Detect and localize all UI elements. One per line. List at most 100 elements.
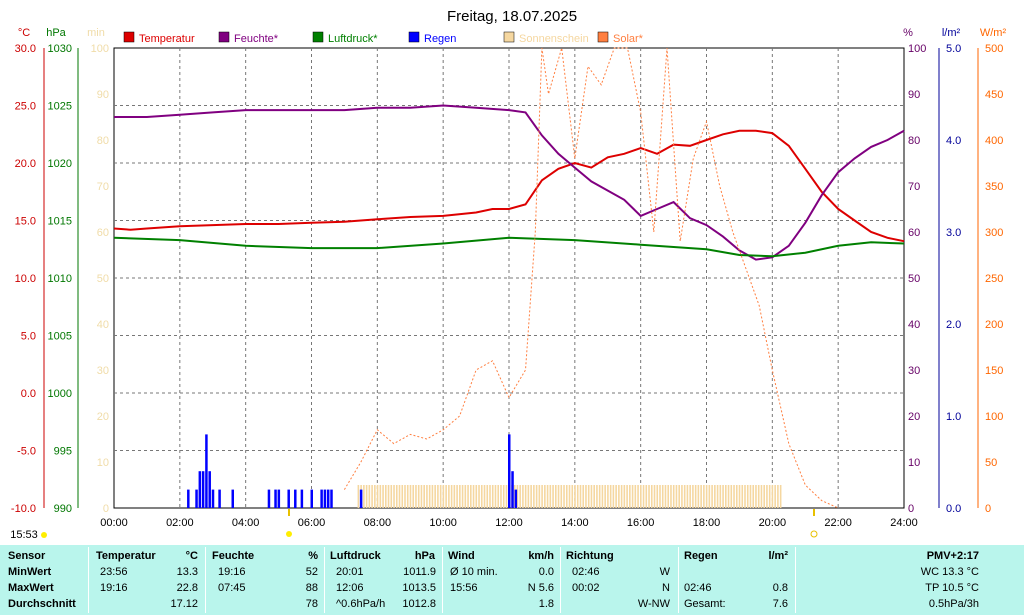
sunshine-bar <box>634 485 637 508</box>
stat-label: Durchschnitt <box>8 598 76 610</box>
sunshine-bar <box>568 485 571 508</box>
sunshine-bar <box>697 485 700 508</box>
sunshine-bar <box>678 485 680 508</box>
sunshine-bar <box>428 485 431 508</box>
rain-bar <box>267 489 271 508</box>
tick-label-temp: 25.0 <box>15 101 36 113</box>
series-line-feuchte <box>114 104 905 261</box>
header-hum: Feuchte <box>212 550 255 562</box>
sunshine-bar <box>746 485 749 508</box>
stat-dir-val: N <box>662 582 670 594</box>
sunshine-bar <box>393 485 395 508</box>
tick-label-solar: 200 <box>985 319 1003 331</box>
sunshine-bar <box>439 485 442 508</box>
sunshine-bar <box>478 485 480 508</box>
legend-label: Sonnenschein <box>519 33 589 45</box>
sunshine-bar <box>387 485 390 508</box>
rain-bars <box>187 434 518 508</box>
stat-press-time: ^0.6hPa/h <box>336 598 386 610</box>
sunshine-bar <box>505 485 508 508</box>
header-hum-unit: % <box>308 550 318 562</box>
sunshine-bar <box>376 485 379 508</box>
axis-unit-press: hPa <box>46 27 66 39</box>
rain-bar <box>231 489 234 508</box>
tick-label-press: 1030 <box>48 43 72 55</box>
header-sensor: Sensor <box>8 550 46 562</box>
axis-unit-solar: W/m² <box>980 27 1007 39</box>
x-tick-label: 20:00 <box>759 517 787 529</box>
sunshine-bar <box>557 485 560 508</box>
stat-press-time: 12:06 <box>336 582 364 594</box>
sunshine-bar <box>730 485 733 508</box>
tick-label-sun: 0 <box>103 503 109 515</box>
stat-extra: TP 10.5 °C <box>925 582 979 594</box>
sunshine-bar <box>483 485 486 508</box>
tick-label-rain: 1.0 <box>946 411 961 423</box>
stat-press-val: 1013.5 <box>402 582 436 594</box>
rain-bar <box>201 471 205 508</box>
sunshine-bar <box>766 485 768 508</box>
tick-label-solar: 50 <box>985 457 997 469</box>
axis-unit-sun: min <box>87 27 105 39</box>
stat-temp-val: 13.3 <box>176 566 198 578</box>
sunshine-bar <box>398 485 401 508</box>
tick-label-temp: 0.0 <box>21 388 36 400</box>
legend-item: Feuchte* <box>218 31 279 45</box>
sunshine-bar <box>640 485 642 508</box>
header-rain-unit: l/m² <box>768 550 788 562</box>
sunshine-bar <box>733 485 735 508</box>
sunshine-bar <box>450 485 453 508</box>
sunshine-bar <box>714 485 716 508</box>
x-tick-label: 24:00 <box>890 517 918 529</box>
axis-unit-temp: °C <box>18 27 30 39</box>
legend-swatch <box>503 31 515 43</box>
legend-label: Temperatur <box>139 33 195 45</box>
sunshine-bar <box>645 485 648 508</box>
stat-press-val: 1012.8 <box>402 598 436 610</box>
sunshine-bar <box>716 485 719 508</box>
sunshine-bar <box>711 485 713 508</box>
tick-label-solar: 500 <box>985 43 1003 55</box>
sunshine-bar <box>500 485 502 508</box>
stat-label: MinWert <box>8 566 52 578</box>
x-tick-label: 00:00 <box>100 517 128 529</box>
stat-extra: 0.5hPa/3h <box>928 598 979 610</box>
sunshine-bar <box>448 485 450 508</box>
sunshine-bar <box>470 485 472 508</box>
sunshine-bar <box>409 485 412 508</box>
tick-label-solar: 250 <box>985 273 1003 285</box>
header-rain: Regen <box>684 550 718 562</box>
sunshine-bar <box>486 485 489 508</box>
x-tick-label: 12:00 <box>495 517 523 529</box>
series-line-luftdruck <box>113 236 905 258</box>
legend-label: Feuchte* <box>234 33 279 45</box>
legend-item: Sonnenschein <box>503 31 589 45</box>
rain-bar <box>514 489 518 508</box>
sunshine-bar <box>708 485 711 508</box>
sunshine-bar <box>489 485 491 508</box>
x-tick-label: 16:00 <box>627 517 655 529</box>
sunshine-bar <box>725 485 727 508</box>
sunshine-bar <box>681 485 683 508</box>
sunshine-bar <box>694 485 697 508</box>
tick-label-temp: 10.0 <box>15 273 36 285</box>
tick-label-rain: 0.0 <box>946 503 961 515</box>
rain-bar <box>320 489 323 508</box>
header-press-unit: hPa <box>414 550 435 562</box>
sunshine-bar <box>609 485 612 508</box>
legend-swatch <box>597 31 609 43</box>
sunshine-bar <box>379 485 382 508</box>
sunshine-bar <box>774 485 776 508</box>
tick-label-hum: 40 <box>908 319 920 331</box>
sunshine-bar <box>357 485 360 508</box>
sunshine-bar <box>585 485 587 508</box>
sunshine-bar <box>705 485 708 508</box>
stat-hum-val: 78 <box>305 598 318 610</box>
legend-item: Solar* <box>597 31 644 45</box>
sunshine-bar <box>587 485 590 508</box>
sunshine-bar <box>629 485 631 508</box>
sunshine-bar <box>623 485 626 508</box>
series-line-temperatur <box>113 129 905 243</box>
sunshine-bars <box>357 485 782 508</box>
sunshine-bar <box>779 485 782 508</box>
